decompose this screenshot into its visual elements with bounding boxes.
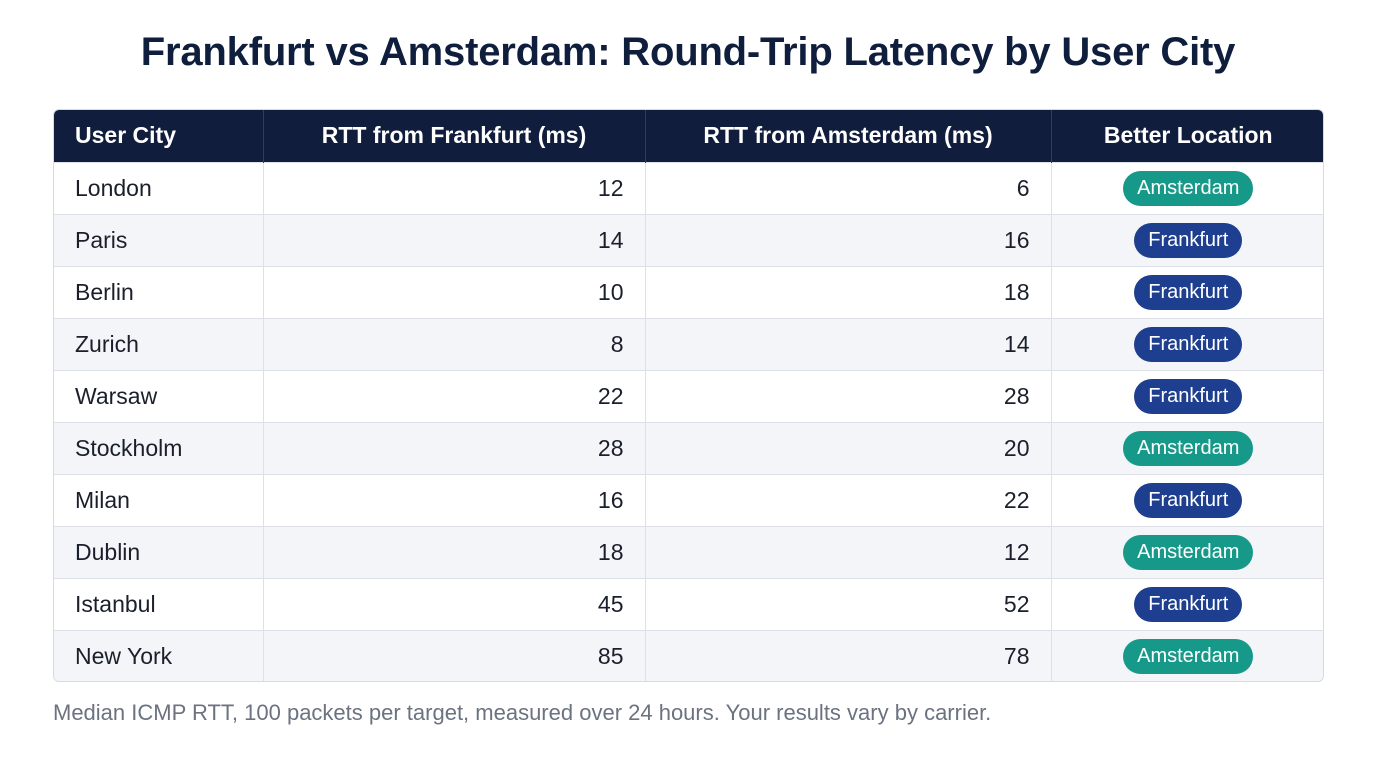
better-location-badge: Frankfurt [1134,274,1243,310]
table-row: Paris 14 16 Frankfurt [54,213,1323,266]
better-location-badge: Frankfurt [1134,586,1243,622]
cell-rtt-frankfurt: 14 [263,213,646,266]
table-row: Milan 16 22 Frankfurt [54,473,1323,526]
column-header-user-city: User City [54,110,264,162]
better-location-badge: Frankfurt [1134,326,1243,362]
cell-better-location: Frankfurt [1051,369,1323,422]
cell-rtt-amsterdam: 78 [645,629,1052,681]
cell-better-location: Amsterdam [1051,161,1323,214]
better-location-badge: Amsterdam [1123,534,1254,570]
cell-better-location: Amsterdam [1051,421,1323,474]
footnote: Median ICMP RTT, 100 packets per target,… [53,700,992,725]
cell-rtt-frankfurt: 16 [263,473,646,526]
better-location-badge: Amsterdam [1123,638,1254,674]
cell-rtt-frankfurt: 28 [263,421,646,474]
cell-rtt-frankfurt: 10 [263,265,646,318]
table-row: Warsaw 22 28 Frankfurt [54,369,1323,422]
column-header-rtt-amsterdam: RTT from Amsterdam (ms) [645,110,1052,162]
cell-rtt-frankfurt: 18 [263,525,646,578]
better-location-badge: Amsterdam [1123,170,1254,206]
cell-rtt-frankfurt: 12 [263,161,646,214]
latency-table: User City RTT from Frankfurt (ms) RTT fr… [53,109,1324,682]
better-location-badge: Frankfurt [1134,222,1243,258]
table-row: Stockholm 28 20 Amsterdam [54,421,1323,474]
cell-better-location: Frankfurt [1051,577,1323,630]
table-row: London 12 6 Amsterdam [54,161,1323,214]
table-row: Zurich 8 14 Frankfurt [54,317,1323,370]
cell-better-location: Frankfurt [1051,265,1323,318]
cell-better-location: Frankfurt [1051,473,1323,526]
cell-rtt-amsterdam: 14 [645,317,1052,370]
cell-better-location: Frankfurt [1051,317,1323,370]
column-header-better-location: Better Location [1103,122,1273,149]
cell-user-city: Zurich [54,317,264,370]
cell-user-city: Paris [54,213,264,266]
cell-better-location: Amsterdam [1051,629,1323,681]
table-row: New York 85 78 Amsterdam [54,629,1323,681]
cell-user-city: New York [54,629,264,681]
cell-user-city: Berlin [54,265,264,318]
cell-rtt-frankfurt: 85 [263,629,646,681]
table-row: Berlin 10 18 Frankfurt [54,265,1323,318]
cell-rtt-amsterdam: 52 [645,577,1052,630]
cell-user-city: Dublin [54,525,264,578]
cell-user-city: Milan [54,473,264,526]
cell-rtt-frankfurt: 8 [263,317,646,370]
cell-rtt-amsterdam: 20 [645,421,1052,474]
cell-rtt-amsterdam: 22 [645,473,1052,526]
better-location-badge: Frankfurt [1134,482,1243,518]
table-row: Dublin 18 12 Amsterdam [54,525,1323,578]
table-row: Istanbul 45 52 Frankfurt [54,577,1323,630]
cell-user-city: London [54,161,264,214]
cell-rtt-amsterdam: 12 [645,525,1052,578]
cell-rtt-frankfurt: 45 [263,577,646,630]
cell-rtt-amsterdam: 16 [645,213,1052,266]
column-header-rtt-frankfurt: RTT from Frankfurt (ms) [263,110,646,162]
better-location-badge: Frankfurt [1134,378,1243,414]
cell-rtt-amsterdam: 28 [645,369,1052,422]
cell-user-city: Stockholm [54,421,264,474]
cell-rtt-amsterdam: 6 [645,161,1052,214]
table-body: London 12 6 Amsterdam Paris 14 16 Frankfurt Berl… [54,161,1323,681]
cell-better-location: Amsterdam [1051,525,1323,578]
cell-user-city: Istanbul [54,577,264,630]
cell-user-city: Warsaw [54,369,264,422]
cell-rtt-amsterdam: 18 [645,265,1052,318]
cell-better-location: Frankfurt [1051,213,1323,266]
cell-rtt-frankfurt: 22 [263,369,646,422]
chart-title: Frankfurt vs Amsterdam: Round-Trip Laten… [140,30,1236,74]
table-header-row: User City RTT from Frankfurt (ms) RTT fr… [54,110,1323,162]
better-location-badge: Amsterdam [1123,430,1254,466]
